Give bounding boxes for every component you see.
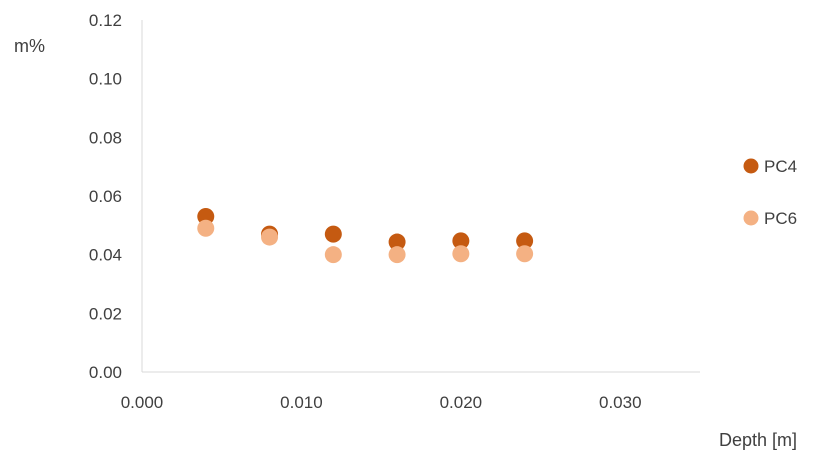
x-axis-title: Depth [m] — [719, 430, 797, 450]
data-point — [516, 232, 534, 250]
y-tick-label: 0.04 — [89, 246, 122, 265]
y-axis-title: m% — [14, 36, 45, 56]
data-point — [516, 245, 534, 263]
series-pc6 — [197, 219, 534, 264]
legend-marker — [743, 210, 759, 226]
x-tick-label: 0.020 — [440, 393, 483, 412]
data-point — [197, 208, 215, 226]
series-pc4 — [197, 208, 534, 251]
x-axis-tick-labels: 0.000 0.010 0.020 0.030 — [121, 393, 642, 412]
y-tick-label: 0.00 — [89, 363, 122, 382]
y-tick-label: 0.02 — [89, 304, 122, 323]
y-tick-label: 0.10 — [89, 70, 122, 89]
x-tick-label: 0.010 — [280, 393, 323, 412]
data-point — [261, 228, 279, 246]
legend-marker — [743, 158, 759, 174]
y-tick-label: 0.08 — [89, 128, 122, 147]
data-point — [388, 246, 406, 264]
y-tick-label: 0.12 — [89, 11, 122, 30]
legend-item-pc4: PC4 — [743, 157, 797, 176]
legend-item-pc6: PC6 — [743, 209, 797, 228]
data-point — [324, 225, 342, 243]
legend-label: PC6 — [764, 209, 797, 228]
data-point — [197, 219, 215, 237]
y-tick-label: 0.06 — [89, 187, 122, 206]
data-point — [324, 246, 342, 264]
data-points — [197, 208, 534, 264]
legend: PC4 PC6 — [743, 157, 797, 228]
legend-label: PC4 — [764, 157, 797, 176]
data-point — [452, 232, 470, 250]
y-axis-tick-labels: 0.00 0.02 0.04 0.06 0.08 0.10 0.12 — [89, 11, 122, 382]
x-tick-label: 0.000 — [121, 393, 164, 412]
data-point — [388, 233, 406, 251]
x-tick-label: 0.030 — [599, 393, 642, 412]
data-point — [452, 245, 470, 263]
